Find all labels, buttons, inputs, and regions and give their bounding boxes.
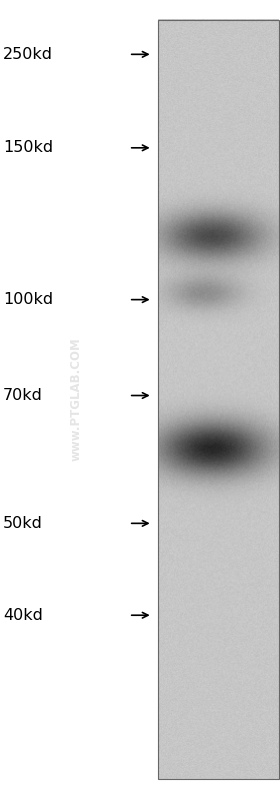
Text: 50kd: 50kd — [3, 516, 43, 531]
Text: 150kd: 150kd — [3, 141, 53, 155]
Bar — [158, 20, 279, 779]
Text: 250kd: 250kd — [3, 47, 53, 62]
Text: www.PTGLAB.COM: www.PTGLAB.COM — [69, 338, 82, 461]
Text: 100kd: 100kd — [3, 292, 53, 307]
Text: 40kd: 40kd — [3, 608, 43, 622]
Text: 70kd: 70kd — [3, 388, 43, 403]
